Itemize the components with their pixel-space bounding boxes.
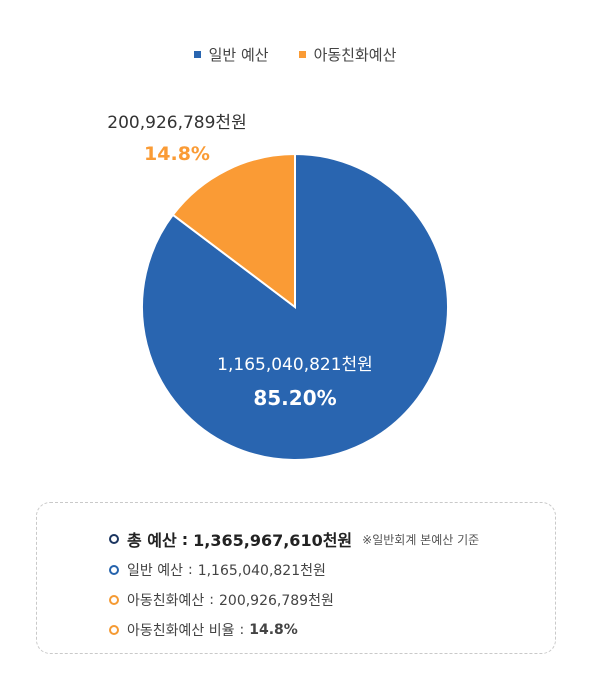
total-value: 1,365,967,610천원 (193, 531, 353, 550)
budget-summary-box: 총 예산 : 1,365,967,610천원 ※일반회계 본예산 기준 일반 예… (36, 502, 556, 654)
total-label: 총 예산 (127, 531, 177, 550)
legend-item-general: 일반 예산 (193, 44, 269, 65)
bullet-ring-icon (109, 625, 119, 635)
summary-row-child: 아동친화예산 : 200,926,789천원 (109, 585, 555, 615)
summary-label-general: 일반 예산 (127, 563, 183, 579)
summary-separator: : (187, 562, 193, 578)
pie-chart: 1,165,040,821천원 85.20% 200,926,789천원 14.8% (107, 113, 449, 461)
slice-percent-label-general: 85.20% (253, 386, 336, 410)
legend-item-child: 아동친화예산 (298, 44, 397, 65)
summary-separator: : (239, 622, 245, 638)
slice-percent-label-child: 14.8% (144, 143, 210, 165)
summary-value-ratio: 14.8% (249, 622, 298, 638)
pie-slice-child (171, 152, 296, 310)
legend-swatch-child (298, 51, 306, 58)
summary-row-ratio: 아동친화예산 비율 : 14.8% (109, 615, 555, 645)
bullet-ring-icon (109, 534, 119, 544)
bullet-ring-icon (109, 595, 119, 605)
summary-label-ratio: 아동친화예산 비율 (127, 623, 235, 639)
slice-value-label-child: 200,926,789천원 (107, 113, 246, 133)
summary-value-child: 200,926,789천원 (219, 593, 334, 609)
legend-swatch-general (193, 51, 201, 58)
legend-label-general: 일반 예산 (208, 46, 269, 64)
summary-row-general: 일반 예산 : 1,165,040,821천원 (109, 555, 555, 585)
slice-value-label-general: 1,165,040,821천원 (217, 355, 373, 375)
bullet-ring-icon (109, 565, 119, 575)
summary-label-child: 아동친화예산 (127, 593, 205, 609)
chart-legend: 일반 예산 아동친화예산 (0, 44, 590, 65)
summary-total-row: 총 예산 : 1,365,967,610천원 ※일반회계 본예산 기준 (109, 523, 555, 555)
summary-value-general: 1,165,040,821천원 (197, 563, 326, 579)
legend-label-child: 아동친화예산 (313, 46, 397, 64)
total-note: ※일반회계 본예산 기준 (362, 532, 480, 547)
summary-separator: : (209, 592, 214, 608)
total-separator: : (181, 529, 189, 549)
